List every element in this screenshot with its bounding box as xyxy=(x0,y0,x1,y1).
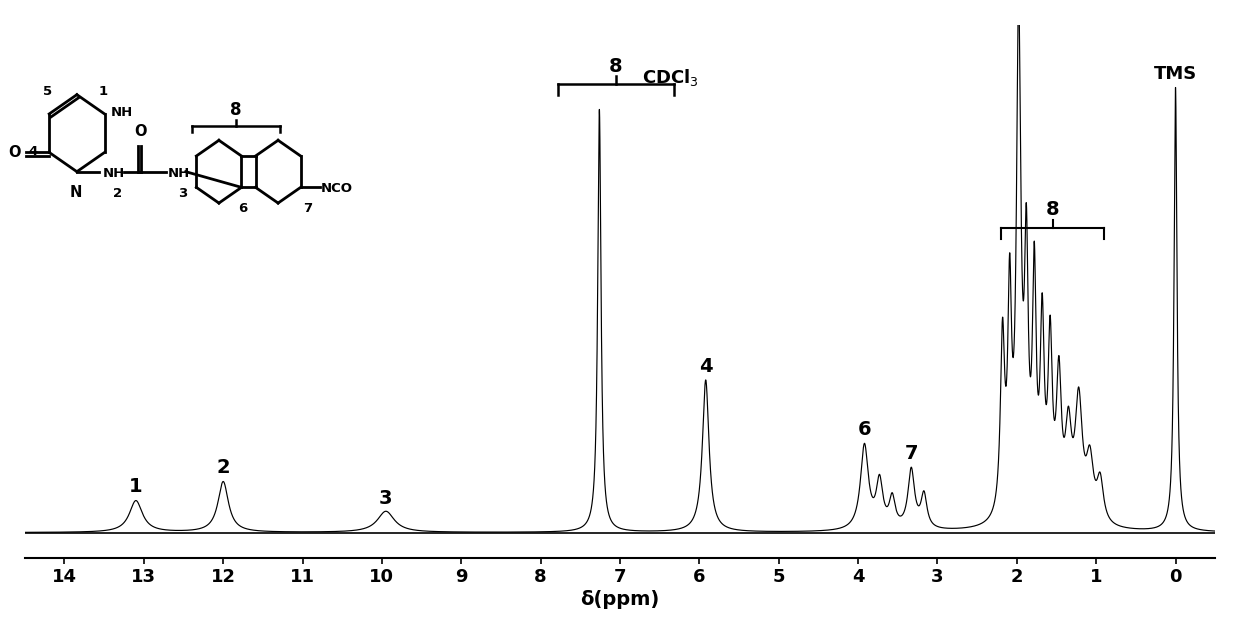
Text: TMS: TMS xyxy=(1154,65,1197,83)
Text: NCO: NCO xyxy=(321,182,352,195)
Text: 2: 2 xyxy=(217,458,229,477)
Text: CDCl$_3$: CDCl$_3$ xyxy=(642,68,699,88)
Text: 3: 3 xyxy=(379,489,393,508)
Text: NH: NH xyxy=(103,167,125,180)
Text: 8: 8 xyxy=(231,101,242,119)
Text: NH: NH xyxy=(169,167,190,180)
Text: 7: 7 xyxy=(303,202,312,215)
X-axis label: δ(ppm): δ(ppm) xyxy=(580,590,660,609)
Text: 2: 2 xyxy=(113,187,122,200)
Text: O: O xyxy=(135,124,148,139)
Text: 8: 8 xyxy=(609,58,622,76)
Text: 6: 6 xyxy=(858,420,872,439)
Text: N: N xyxy=(69,185,82,200)
Text: 1: 1 xyxy=(129,477,143,497)
Text: 4: 4 xyxy=(29,144,37,157)
Text: 8: 8 xyxy=(1045,200,1059,219)
Text: 7: 7 xyxy=(904,444,918,463)
Text: O: O xyxy=(9,145,21,160)
Text: 3: 3 xyxy=(177,187,187,200)
Text: 5: 5 xyxy=(43,85,52,98)
Text: 1: 1 xyxy=(99,85,108,98)
Text: 6: 6 xyxy=(238,202,247,215)
Text: NH: NH xyxy=(110,106,133,119)
Text: 4: 4 xyxy=(699,356,713,376)
